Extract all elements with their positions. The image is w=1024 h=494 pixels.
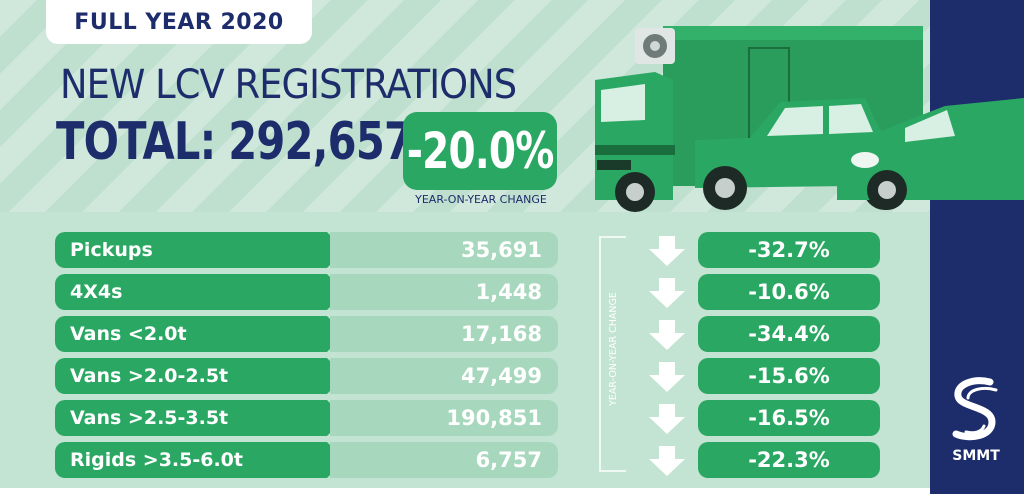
row-value: 6,757 — [475, 448, 542, 472]
down-arrow-icon — [649, 278, 685, 308]
row-value-background — [330, 442, 558, 478]
row-change-background — [698, 232, 880, 268]
row-change: -32.7% — [748, 238, 830, 262]
row-change: -22.3% — [748, 448, 830, 472]
table-row: Vans >2.5-3.5t 190,851 -16.5% — [0, 400, 930, 436]
row-change-background — [698, 274, 880, 310]
table-row: 4X4s 1,448 -10.6% — [0, 274, 930, 310]
row-value: 1,448 — [475, 280, 542, 304]
total-change-caption: YEAR-ON-YEAR CHANGE — [415, 193, 547, 206]
bottom-divider — [0, 488, 930, 494]
total-label: TOTAL: — [56, 112, 216, 172]
vehicles-illustration — [595, 26, 1024, 212]
row-value-background — [330, 232, 558, 268]
down-arrow-icon — [649, 446, 685, 476]
down-arrow-icon — [649, 362, 685, 392]
row-label-background — [55, 400, 345, 436]
row-label-background — [55, 442, 345, 478]
row-value-background — [330, 316, 558, 352]
down-arrow-icon — [649, 236, 685, 266]
total-change-badge: -20.0% — [403, 112, 557, 190]
table-row: Vans <2.0t 17,168 -34.4% — [0, 316, 930, 352]
row-change: -34.4% — [748, 322, 830, 346]
smmt-logo-text: SMMT — [952, 448, 1000, 464]
row-label-background — [55, 358, 345, 394]
row-label: Vans <2.0t — [70, 323, 187, 345]
row-value-background — [330, 358, 558, 394]
row-change: -10.6% — [748, 280, 830, 304]
page-title: NEW LCV REGISTRATIONS — [60, 62, 517, 108]
row-label-background — [55, 316, 345, 352]
row-change-background — [698, 400, 880, 436]
total-registrations: TOTAL: 292,657 — [56, 112, 413, 172]
row-change-background — [698, 358, 880, 394]
total-value: 292,657 — [228, 112, 413, 172]
row-label: Vans >2.5-3.5t — [70, 407, 229, 429]
row-value: 47,499 — [460, 364, 542, 388]
year-badge: FULL YEAR 2020 — [46, 0, 312, 44]
row-change: -16.5% — [748, 406, 830, 430]
bracket-line — [599, 236, 626, 472]
down-arrow-icon — [649, 320, 685, 350]
row-label: Vans >2.0-2.5t — [70, 365, 229, 387]
table-row: Pickups 35,691 -32.7% — [0, 232, 930, 268]
row-value: 190,851 — [446, 406, 542, 430]
row-value-background — [330, 400, 558, 436]
row-label: Rigids >3.5-6.0t — [70, 449, 243, 471]
row-change: -15.6% — [748, 364, 830, 388]
row-value-background — [330, 274, 558, 310]
smmt-logo-icon — [952, 377, 998, 441]
row-label-background — [55, 274, 345, 310]
row-label: Pickups — [70, 239, 153, 261]
row-change-background — [698, 316, 880, 352]
row-label-background — [55, 232, 345, 268]
table-row: Rigids >3.5-6.0t 6,757 -22.3% — [0, 442, 930, 478]
row-value: 17,168 — [460, 322, 542, 346]
total-change-value: -20.0% — [406, 122, 555, 180]
row-value: 35,691 — [460, 238, 542, 262]
table-row: Vans >2.0-2.5t 47,499 -15.6% — [0, 358, 930, 394]
row-label: 4X4s — [70, 281, 123, 303]
down-arrow-icon — [649, 404, 685, 434]
row-change-background — [698, 442, 880, 478]
